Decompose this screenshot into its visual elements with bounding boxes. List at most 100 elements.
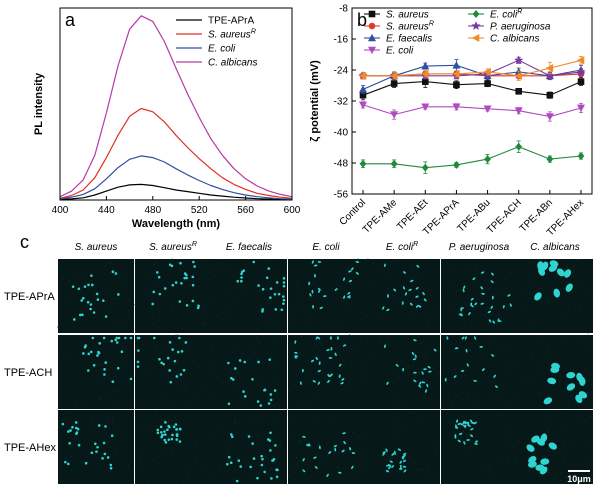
fluorescent-cell — [161, 433, 164, 437]
background-speckle — [555, 473, 557, 475]
background-speckle — [561, 451, 563, 453]
fluorescent-cell — [418, 305, 422, 308]
background-speckle — [218, 469, 220, 472]
fluorescent-cell — [237, 459, 241, 462]
microscopy-tile-background — [135, 259, 211, 333]
panel-b-data-point — [358, 85, 368, 93]
background-speckle — [100, 382, 102, 384]
background-speckle — [261, 420, 263, 422]
background-speckle — [197, 455, 199, 457]
fluorescent-cell — [185, 276, 189, 280]
fluorescent-cell — [415, 304, 419, 308]
background-speckle — [236, 457, 239, 460]
fluorescent-cell — [276, 468, 279, 472]
fluorescent-cell — [419, 381, 422, 385]
background-speckle — [366, 315, 368, 317]
background-speckle — [289, 309, 291, 311]
fluorescent-cell — [92, 311, 96, 314]
background-speckle — [293, 433, 296, 436]
background-speckle — [281, 439, 283, 441]
fluorescent-cell — [385, 470, 390, 473]
fluorescent-cell — [111, 270, 115, 274]
background-speckle — [129, 383, 131, 385]
background-speckle — [156, 463, 158, 465]
background-speckle — [475, 415, 477, 417]
background-speckle — [506, 309, 508, 311]
fluorescent-cell — [156, 428, 160, 432]
background-speckle — [107, 416, 109, 418]
fluorescent-cell — [389, 460, 393, 463]
background-speckle — [488, 323, 490, 325]
background-speckle — [488, 288, 490, 290]
fluorescent-cell — [168, 369, 171, 372]
background-speckle — [408, 374, 410, 376]
background-speckle — [261, 379, 263, 382]
fluorescent-cell — [402, 286, 406, 290]
panel-c-image-grid: S. aureus S. aureusR E. faecalis E. coli E. … — [4, 241, 594, 484]
fluorescent-cell — [193, 265, 196, 268]
background-speckle — [335, 336, 337, 339]
background-speckle — [501, 414, 503, 417]
fluorescent-cell — [179, 373, 183, 376]
fluorescent-cell — [240, 279, 243, 283]
fluorescent-cell — [261, 308, 265, 311]
background-speckle — [396, 412, 398, 414]
panel-b-data-point — [577, 78, 585, 85]
fluorescent-cell — [315, 356, 318, 361]
fluorescent-cell — [455, 424, 458, 428]
fluorescent-cell — [82, 296, 85, 300]
fluorescent-cell — [77, 287, 81, 291]
microscopy-tile-tpe-ach-s-aureus — [57, 335, 134, 409]
fluorescent-cell — [343, 440, 346, 445]
background-speckle — [360, 437, 362, 439]
fluorescent-cell — [308, 281, 311, 286]
fluorescent-cell — [487, 310, 491, 314]
fluorescent-cell — [341, 378, 345, 381]
panel-b-data-point — [421, 61, 430, 70]
fluorescent-cell — [247, 435, 251, 438]
background-speckle — [300, 399, 303, 401]
background-speckle — [225, 308, 227, 310]
background-speckle — [303, 328, 305, 330]
fluorescent-cell — [565, 283, 573, 292]
microscopy-tile-background — [58, 335, 134, 409]
background-speckle — [563, 311, 565, 314]
background-speckle — [352, 350, 354, 352]
background-speckle — [455, 303, 457, 305]
background-speckle — [551, 331, 553, 333]
fluorescent-cell — [103, 452, 107, 456]
background-speckle — [564, 270, 566, 272]
fluorescent-cell — [115, 341, 119, 344]
fluorescent-cell — [469, 419, 473, 423]
fluorescent-cell — [168, 341, 172, 344]
background-speckle — [279, 352, 281, 354]
microscopy-tile-background — [441, 335, 517, 409]
panel-c-row-label: TPE-APrA — [4, 291, 55, 303]
background-speckle — [385, 471, 387, 474]
background-speckle — [112, 297, 115, 300]
fluorescent-cell — [231, 378, 235, 381]
fluorescent-cell — [182, 368, 186, 372]
fluorescent-cell — [334, 447, 337, 452]
fluorescent-cell — [540, 458, 550, 465]
background-speckle — [373, 351, 375, 354]
microscopy-tile-background — [288, 410, 364, 484]
background-speckle — [468, 265, 471, 267]
fluorescent-cell — [454, 435, 457, 439]
fluorescent-cell — [191, 283, 195, 287]
background-speckle — [261, 315, 263, 317]
background-speckle — [466, 287, 468, 290]
background-speckle — [215, 275, 217, 277]
fluorescent-cell — [178, 336, 181, 340]
background-speckle — [258, 341, 261, 343]
fluorescent-cell — [347, 292, 351, 295]
background-speckle — [357, 258, 359, 260]
background-speckle — [163, 345, 166, 348]
panel-b-y-tick-label: -32 — [334, 97, 349, 108]
fluorescent-cell — [464, 336, 467, 340]
background-speckle — [347, 273, 349, 275]
fluorescent-cell — [272, 458, 276, 461]
background-speckle — [234, 422, 236, 424]
microscopy-tile-background — [364, 410, 440, 484]
background-speckle — [396, 298, 398, 300]
